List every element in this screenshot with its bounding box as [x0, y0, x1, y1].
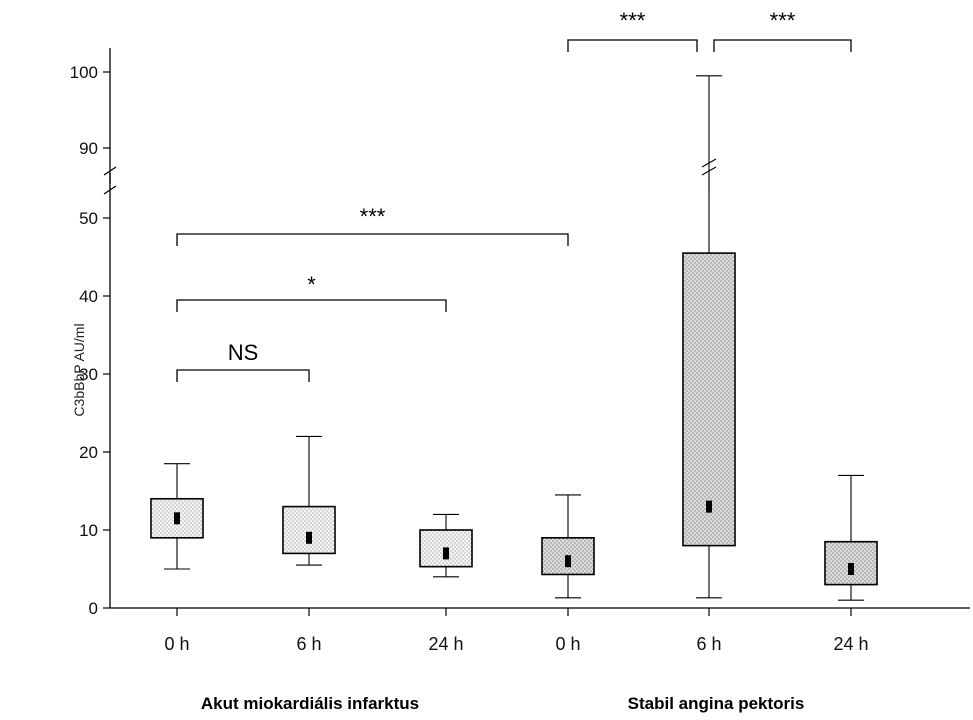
median-marker — [443, 547, 449, 560]
x-tick-label: 24 h — [428, 634, 463, 654]
y-tick-label: 30 — [79, 365, 98, 384]
median-marker — [565, 555, 571, 568]
y-tick-label: 40 — [79, 287, 98, 306]
box-rect — [682, 252, 736, 547]
median-marker — [706, 500, 712, 513]
y-axis-break-mark — [103, 185, 117, 195]
axes — [103, 48, 970, 609]
median-marker — [848, 563, 854, 575]
significance-label: *** — [360, 204, 386, 229]
group-labels: Akut miokardiális infarktus Stabil angina… — [201, 694, 804, 713]
box-5 — [682, 75, 736, 599]
significance-bracket: *** — [713, 8, 852, 52]
significance-label: NS — [228, 340, 259, 365]
box-1 — [150, 463, 204, 570]
bracket-line — [176, 233, 569, 246]
bracket-line — [567, 39, 698, 52]
significance-bracket: NS — [176, 340, 310, 382]
x-axis-labels: 0 h 6 h 24 h 0 h 6 h 24 h — [164, 608, 869, 654]
y-tick-label: 10 — [79, 521, 98, 540]
box-3 — [419, 513, 473, 578]
y-axis-label: C3bBbP AU/ml — [71, 323, 87, 416]
significance-bracket: *** — [176, 204, 569, 246]
y-tick-label: 0 — [89, 599, 98, 618]
bracket-line — [176, 299, 447, 312]
significance-label: *** — [770, 8, 796, 33]
median-marker — [174, 512, 180, 525]
box-2 — [282, 435, 336, 566]
x-tick-label: 24 h — [833, 634, 868, 654]
y-tick-label: 20 — [79, 443, 98, 462]
bracket-line — [176, 369, 310, 382]
x-tick-label: 6 h — [696, 634, 721, 654]
y-tick-label: 100 — [70, 63, 98, 82]
significance-label: *** — [620, 8, 646, 33]
box-rect — [282, 505, 336, 555]
median-marker — [306, 531, 312, 544]
x-tick-label: 0 h — [555, 634, 580, 654]
significance-bracket: *** — [567, 8, 698, 52]
x-tick-label: 0 h — [164, 634, 189, 654]
y-tick-label: 50 — [79, 209, 98, 228]
x-tick-label: 6 h — [296, 634, 321, 654]
y-axis-break-mark — [103, 166, 117, 176]
bracket-line — [713, 39, 852, 52]
significance-bracket: * — [176, 272, 447, 312]
box-6 — [824, 474, 878, 601]
whisker-break-mark — [701, 158, 717, 168]
whisker-break-mark — [701, 166, 717, 176]
group-label: Stabil angina pektoris — [628, 694, 805, 713]
significance-label: * — [307, 272, 316, 297]
boxes — [150, 75, 878, 601]
group-label: Akut miokardiális infarktus — [201, 694, 419, 713]
y-tick-label: 90 — [79, 139, 98, 158]
y-axis-ticks: 0 10 20 30 40 50 90 100 — [70, 63, 110, 618]
significance-brackets: NS******* *** — [176, 8, 852, 382]
box-4 — [541, 494, 595, 599]
